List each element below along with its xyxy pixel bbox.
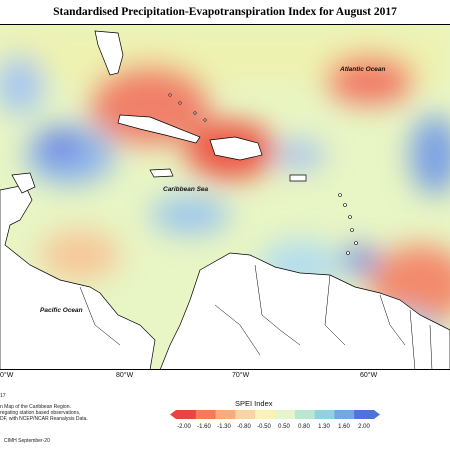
legend-swatch [215,410,236,419]
legend-colorbar [170,410,380,419]
legend-tick-label: -0.80 [237,424,251,430]
legend-tick-label: -0.50 [257,424,271,430]
longitude-label: 70°W [232,372,250,379]
country-borders [79,264,433,369]
legend-arrow-right [374,410,380,419]
credit-note: CIMH September-20 [4,438,50,444]
legend-swatch [255,410,276,419]
note-line: regating station based observations, [0,410,81,416]
note-year: 17 [0,393,6,399]
legend-tick-label: 0.80 [298,424,310,430]
lesser-antilles [168,93,358,255]
legend-tick-label: 1.60 [338,424,350,430]
legend-swatch [195,410,217,419]
legend-tick-label: -2.00 [177,424,191,430]
pacific-ocean-label: Pacific Ocean [40,307,83,314]
legend-tick-label: 2.00 [358,424,370,430]
map-title: Standardised Precipitation-Evapotranspir… [53,6,397,18]
legend-swatch [176,410,197,419]
caribbean-sea-label: Caribbean Sea [163,186,209,193]
atlantic-ocean-label: Atlantic Ocean [339,66,386,73]
legend-tick-label: 1.30 [318,424,330,430]
legend-swatch [275,410,296,419]
note-line: DF, with NCEP/NCAR Reanalysis Data. [0,416,88,422]
legend-swatch [354,410,375,419]
legend-arrow-left [170,410,176,419]
longitude-label: 0°W [0,372,14,379]
legend-swatch [294,410,316,419]
longitude-label: 60°W [360,372,378,379]
legend-swatch [314,410,335,419]
legend-swatch [235,410,256,419]
note-line: n Map of the Caribbean Region. [0,404,71,410]
legend-tick-label: -1.30 [217,424,231,430]
map-canvas: Atlantic Ocean Caribbean Sea Pacific Oce… [0,25,450,369]
legend-tick-label: 0.50 [278,424,290,430]
spei-map: Atlantic Ocean Caribbean Sea Pacific Oce… [0,24,450,370]
legend-swatch [334,410,355,419]
longitude-label: 80°W [116,372,134,379]
legend-title: SPEI Index [235,399,273,408]
legend-tick-label: -1.60 [197,424,211,430]
land-outlines [0,30,450,369]
